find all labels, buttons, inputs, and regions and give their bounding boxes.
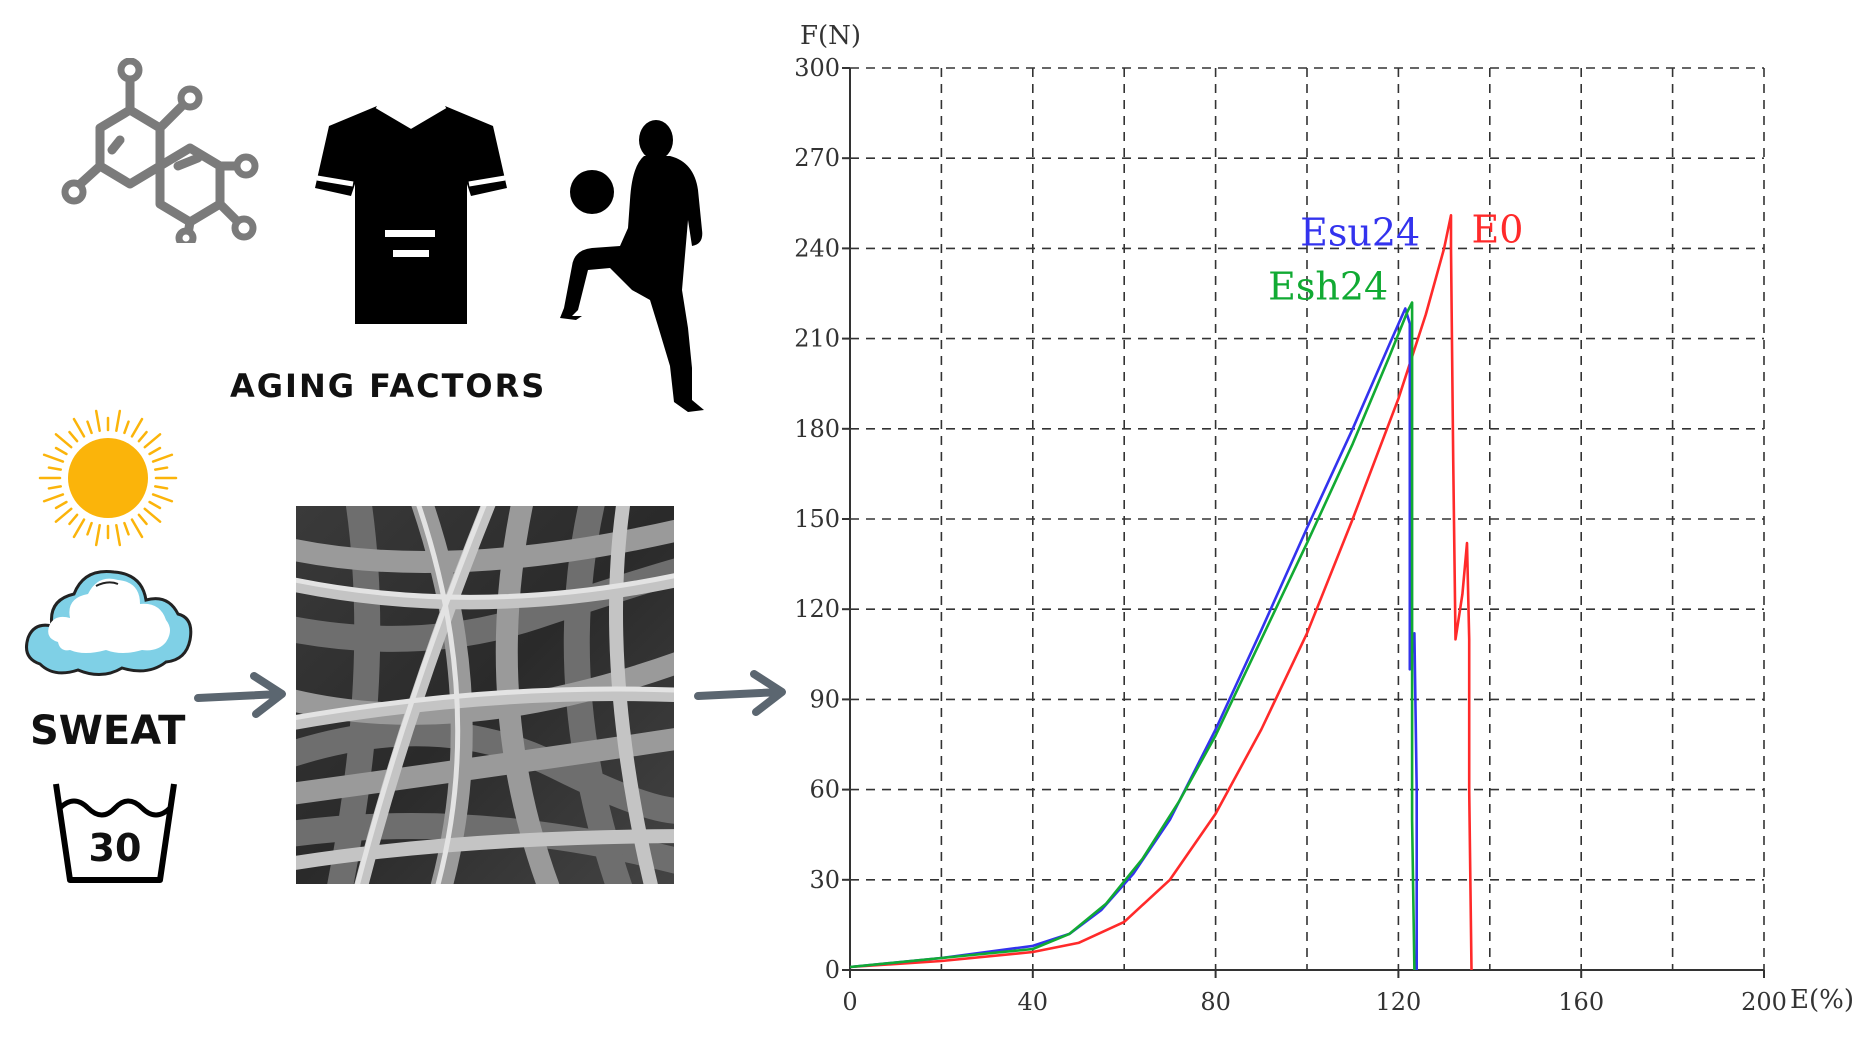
sun-ray [137, 430, 148, 443]
cloud-icon [25, 569, 193, 676]
label-e0: E0 [1472, 207, 1524, 251]
molecule-icon [61, 58, 259, 243]
y-tick-label: 0 [825, 956, 840, 984]
y-tick-label: 270 [794, 144, 840, 172]
sweat-label: SWEAT [30, 708, 186, 754]
sun-ray [148, 446, 162, 456]
arrow-right-icon [694, 670, 786, 716]
sun-ray [151, 453, 174, 463]
x-axis-label: E(%) [1790, 985, 1854, 1015]
sun-ray [143, 433, 162, 449]
y-tick-label: 180 [794, 415, 840, 443]
series-line-e0 [849, 214, 1473, 971]
wash-30-icon: 30 [52, 780, 178, 888]
annotations: Esu24 Esh24 E0 [1268, 207, 1523, 308]
x-tick-label: 80 [1200, 988, 1231, 1016]
sun-ray [54, 507, 73, 523]
y-tick-label: 60 [809, 776, 840, 804]
sun-ray [137, 513, 148, 526]
sun-ray [154, 485, 169, 490]
sun-ray [154, 466, 169, 471]
y-axis-ticks: 0 30 60 90 120 150 180 210 240 270 300 [794, 54, 850, 984]
series [849, 214, 1473, 971]
sun-ray [130, 518, 144, 539]
label-esu24: Esu24 [1300, 210, 1420, 254]
y-tick-label: 120 [794, 595, 840, 623]
sun-ray [123, 521, 130, 536]
x-tick-label: 160 [1558, 988, 1604, 1016]
sun-ray [72, 417, 86, 438]
jersey-icon [315, 104, 507, 324]
sem-fiber-image [296, 506, 674, 884]
sun-ray [47, 485, 62, 490]
y-tick-label: 90 [809, 685, 840, 713]
sun-ray [54, 446, 68, 456]
grid [850, 67, 1765, 970]
y-tick-label: 240 [794, 234, 840, 262]
sun-ray [42, 493, 65, 503]
series-line-esh24 [849, 301, 1416, 971]
aging-factors-label: AGING FACTORS [230, 367, 547, 405]
sun-ray [68, 513, 79, 526]
sun-ray [151, 493, 174, 503]
sun-ray [94, 409, 101, 432]
sun-icon [38, 409, 178, 547]
y-tick-label: 210 [794, 325, 840, 353]
sun-ray [68, 430, 79, 443]
sun-ray [115, 524, 122, 547]
y-tick-label: 150 [794, 505, 840, 533]
sun-ray [123, 420, 130, 435]
football-player-icon [560, 120, 704, 412]
sun-ray [86, 420, 93, 435]
x-tick-label: 40 [1018, 988, 1049, 1016]
sun-ray [42, 453, 65, 463]
x-tick-label: 120 [1375, 988, 1421, 1016]
sun-ray [47, 466, 62, 471]
y-tick-label: 30 [809, 866, 840, 894]
sun-ray [86, 521, 93, 536]
y-tick-label: 300 [794, 54, 840, 82]
sun-ray [143, 507, 162, 523]
force-elongation-chart: 0 30 60 90 120 150 180 210 240 270 300 0 40 80 120 160… [794, 21, 1854, 1016]
sun-ray [115, 409, 122, 432]
sun-ray [130, 417, 144, 438]
wash-temperature: 30 [88, 826, 142, 870]
x-tick-label: 0 [842, 988, 857, 1016]
sun-ray [94, 524, 101, 547]
sun-ray [148, 500, 162, 510]
y-axis-label: F(N) [800, 21, 861, 51]
sun-ray [54, 433, 73, 449]
label-esh24: Esh24 [1268, 265, 1388, 309]
arrow-right-icon [194, 672, 286, 718]
sun-ray [54, 500, 68, 510]
x-axis-ticks: 0 40 80 120 160 200 [842, 970, 1787, 1016]
x-tick-label: 200 [1741, 988, 1787, 1016]
sun-ray [72, 518, 86, 539]
